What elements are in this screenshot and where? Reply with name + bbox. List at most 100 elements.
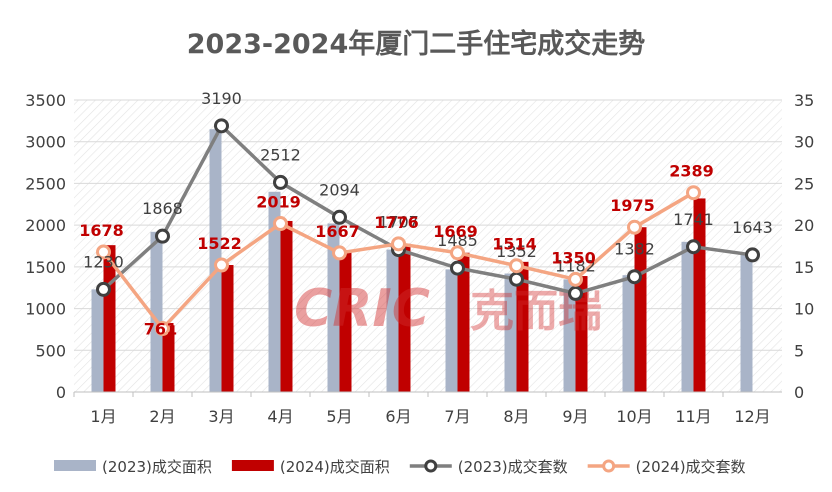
legend-label: (2023)成交面积 xyxy=(102,458,212,476)
x-tick-label: 10月 xyxy=(616,407,652,426)
legend-swatch xyxy=(231,460,274,471)
data-label: 1975 xyxy=(610,196,655,215)
left-tick-label: 1000 xyxy=(25,300,66,319)
left-tick-label: 3500 xyxy=(25,91,66,110)
bar xyxy=(622,275,635,392)
right-tick-label: 15 xyxy=(794,258,814,277)
bar xyxy=(150,231,163,392)
legend-label: (2024)成交面积 xyxy=(280,458,390,476)
data-labels: 1230 1868 3190 2512 2094 1707 1485 1352 1182 1382… xyxy=(79,89,773,339)
bar xyxy=(457,252,470,392)
left-tick-label: 2500 xyxy=(25,174,66,193)
x-tick-label: 9月 xyxy=(562,407,588,426)
x-axis: 1月 2月 3月 4月 5月 6月 7月 8月 9月 10月 11月 12月 xyxy=(73,391,782,426)
data-label: 2019 xyxy=(256,193,301,212)
legend-swatch xyxy=(54,460,96,471)
x-tick-label: 4月 xyxy=(267,407,293,426)
bar xyxy=(339,250,352,392)
point-marker xyxy=(450,260,465,276)
data-label: 1643 xyxy=(732,218,773,237)
data-label: 1514 xyxy=(492,235,537,254)
point-marker xyxy=(214,257,229,273)
data-label: 1667 xyxy=(315,222,360,241)
point-marker xyxy=(627,269,642,285)
point-marker xyxy=(509,271,524,287)
bar xyxy=(563,279,576,392)
point-marker xyxy=(155,321,170,337)
data-label: 1182 xyxy=(555,256,596,275)
bar xyxy=(386,249,399,392)
point-marker xyxy=(332,209,347,225)
x-tick-label: 11月 xyxy=(675,407,711,426)
data-label: 1868 xyxy=(142,199,183,218)
left-tick-label: 500 xyxy=(35,341,66,360)
x-tick-label: 6月 xyxy=(385,407,411,426)
right-tick-label: 0 xyxy=(794,383,804,402)
data-label: 1230 xyxy=(83,252,124,271)
bar xyxy=(91,289,104,392)
right-tick-label: 30 xyxy=(794,133,814,152)
bar xyxy=(280,220,293,392)
point-marker xyxy=(686,239,701,255)
data-label: 2094 xyxy=(319,180,360,199)
point-marker xyxy=(450,245,465,261)
left-axis: 0 500 1000 1500 2000 2500 3000 3500 xyxy=(25,91,66,402)
series-line xyxy=(102,123,753,296)
data-label: 2389 xyxy=(669,162,714,181)
data-label: 3190 xyxy=(201,89,242,108)
x-tick-label: 5月 xyxy=(326,407,352,426)
data-label: 1382 xyxy=(614,240,655,259)
watermark: CRIC 克而瑞 xyxy=(294,279,602,339)
point-marker xyxy=(273,174,288,190)
point-marker xyxy=(391,236,406,252)
watermark-text: CRIC xyxy=(294,279,430,339)
chart-title: 2023-2024年厦门二手住宅成交走势 xyxy=(187,28,646,60)
data-label: 1678 xyxy=(79,221,124,240)
data-label: 1669 xyxy=(433,222,478,241)
bar xyxy=(634,227,647,392)
point-marker xyxy=(568,271,583,287)
left-tick-label: 0 xyxy=(56,383,66,402)
data-label: 1741 xyxy=(673,210,714,229)
x-tick-label: 7月 xyxy=(444,407,470,426)
right-tick-label: 5 xyxy=(794,341,804,360)
data-label: 1350 xyxy=(551,248,596,267)
bar xyxy=(398,243,411,392)
point-marker xyxy=(568,285,583,301)
bar xyxy=(681,241,694,392)
right-tick-label: 20 xyxy=(794,216,814,235)
point-marker xyxy=(332,245,347,261)
legend-label: (2023)成交套数 xyxy=(458,458,568,476)
lines xyxy=(96,118,760,337)
point-marker xyxy=(627,219,642,235)
bar xyxy=(516,261,529,392)
left-tick-label: 1500 xyxy=(25,258,66,277)
bars xyxy=(91,129,753,392)
data-label: 2512 xyxy=(260,145,301,164)
right-tick-label: 10 xyxy=(794,300,814,319)
data-label: 1485 xyxy=(437,231,478,250)
x-tick-label: 2月 xyxy=(149,407,175,426)
data-label: 1707 xyxy=(378,213,419,232)
point-marker xyxy=(214,118,229,134)
data-label: 1522 xyxy=(197,234,242,253)
bar xyxy=(268,191,281,392)
plot-area xyxy=(74,100,782,392)
left-tick-label: 3000 xyxy=(25,133,66,152)
data-label: 1776 xyxy=(374,213,419,232)
point-marker xyxy=(509,258,524,274)
bar xyxy=(221,265,234,392)
x-tick-label: 3月 xyxy=(208,407,234,426)
right-tick-label: 25 xyxy=(794,174,814,193)
x-tick-label: 1月 xyxy=(90,407,116,426)
data-label: 1352 xyxy=(496,242,537,261)
point-marker xyxy=(96,281,111,297)
point-marker xyxy=(745,247,760,263)
data-label: 761 xyxy=(144,320,177,339)
bar xyxy=(575,276,588,392)
legend-marker xyxy=(602,459,616,473)
legend-label: (2024)成交套数 xyxy=(636,458,746,476)
bar xyxy=(327,223,340,392)
point-marker xyxy=(96,244,111,260)
